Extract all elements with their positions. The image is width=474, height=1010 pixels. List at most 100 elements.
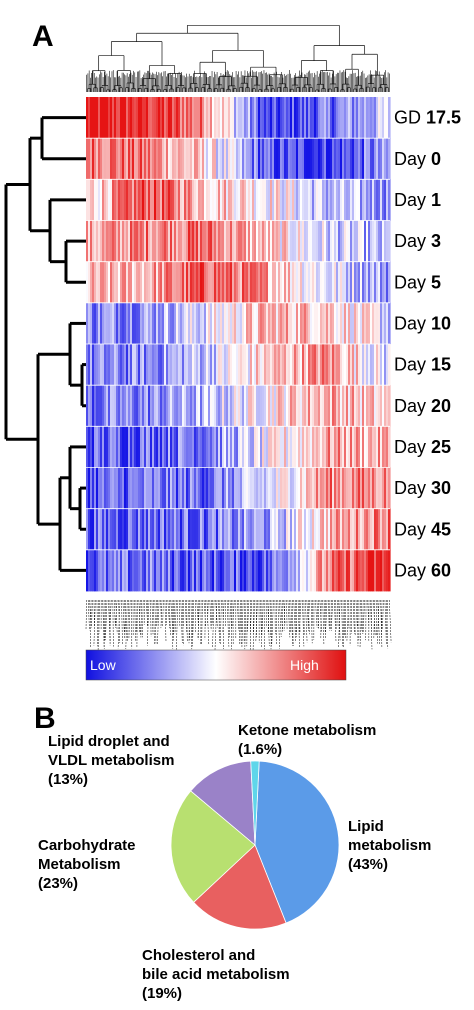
heatmap-cell	[284, 261, 287, 304]
heatmap-cell	[182, 467, 185, 510]
heatmap-cell	[156, 302, 159, 345]
heatmap-cell	[104, 385, 107, 427]
heatmap-cell	[268, 508, 271, 551]
heatmap-cell	[94, 97, 97, 139]
heatmap-cell	[188, 426, 191, 468]
heatmap-cell	[186, 508, 189, 551]
heatmap-cell	[126, 508, 129, 551]
heatmap-cell	[336, 220, 339, 263]
heatmap-cell	[350, 467, 353, 510]
heatmap-cell	[290, 97, 293, 139]
heatmap-cell	[260, 138, 263, 180]
heatmap-cell	[350, 261, 353, 304]
heatmap-cell	[240, 344, 243, 386]
heatmap-cell	[230, 426, 233, 468]
gene-label-mark	[277, 599, 280, 649]
heatmap-cell	[338, 179, 341, 221]
heatmap-cell	[248, 467, 251, 510]
heatmap-cell	[306, 138, 309, 180]
heatmap-cell	[276, 302, 279, 345]
heatmap-cell	[210, 549, 213, 592]
heatmap-cell	[174, 467, 177, 510]
heatmap-cell	[144, 549, 147, 592]
heatmap-cell	[204, 549, 207, 592]
pie-slice	[190, 760, 256, 846]
heatmap-cell	[288, 220, 291, 263]
heatmap-cell	[206, 261, 209, 304]
heatmap-cell	[240, 508, 243, 551]
heatmap-cell	[150, 220, 153, 263]
heatmap-cell	[336, 138, 339, 180]
gene-label-mark	[280, 599, 283, 632]
heatmap-cell	[320, 220, 323, 263]
heatmap-cell	[140, 426, 143, 468]
heatmap-cell	[104, 344, 107, 386]
heatmap-cell	[114, 179, 117, 221]
heatmap-cell	[328, 426, 331, 468]
heatmap-cell	[284, 344, 287, 386]
heatmap-cell	[244, 549, 247, 592]
heatmap-cell	[348, 138, 351, 180]
heatmap-cell	[158, 467, 161, 510]
heatmap-cell	[218, 467, 221, 510]
heatmap-cell	[216, 97, 219, 139]
heatmap-cell	[256, 179, 259, 221]
heatmap-cell	[318, 138, 321, 180]
heatmap-cell	[356, 302, 359, 345]
heatmap-cell	[356, 385, 359, 427]
heatmap-cell	[232, 261, 235, 304]
heatmap-cell	[136, 97, 139, 139]
heatmap-cell	[352, 426, 355, 468]
pie-label-line: VLDL metabolism	[48, 752, 174, 769]
heatmap-row-label: Day 10	[394, 313, 451, 333]
pie-label-line: Metabolism	[38, 856, 121, 873]
row-label-prefix: Day	[394, 231, 431, 251]
heatmap-cell	[332, 508, 335, 551]
heatmap-cell	[342, 302, 345, 345]
heatmap-cell	[282, 426, 285, 468]
heatmap-cell	[120, 261, 123, 304]
heatmap-cell	[312, 138, 315, 180]
heatmap-cell	[226, 508, 229, 551]
heatmap-cell	[324, 97, 327, 139]
heatmap-cell	[188, 261, 191, 304]
heatmap-cell	[150, 97, 153, 139]
heatmap-cell	[116, 220, 119, 263]
gene-label-mark	[93, 599, 96, 646]
heatmap-cell	[244, 467, 247, 510]
heatmap-cell	[342, 179, 345, 221]
heatmap-cell	[112, 97, 115, 139]
heatmap-cell	[354, 220, 357, 263]
heatmap-cell	[92, 385, 95, 427]
heatmap-cell	[256, 220, 259, 263]
heatmap-cell	[124, 261, 127, 304]
heatmap-cell	[388, 344, 391, 386]
heatmap-cell	[386, 344, 389, 386]
pie-label-line: Lipid droplet and	[48, 733, 170, 750]
heatmap-cell	[186, 426, 189, 468]
heatmap-cell	[300, 179, 303, 221]
heatmap-cell	[284, 385, 287, 427]
heatmap-cell	[350, 138, 353, 180]
gene-label-mark	[255, 599, 258, 642]
heatmap-cell	[368, 220, 371, 263]
heatmap-cell	[256, 467, 259, 510]
heatmap-cell	[358, 220, 361, 263]
pie-label-line: bile acid metabolism	[142, 966, 290, 983]
heatmap-cell	[270, 179, 273, 221]
heatmap-cell	[136, 179, 139, 221]
heatmap-cell	[206, 549, 209, 592]
heatmap-cell	[138, 179, 141, 221]
heatmap-cell	[314, 97, 317, 139]
heatmap-cell	[224, 467, 227, 510]
heatmap-cell	[152, 385, 155, 427]
heatmap-cell	[114, 508, 117, 551]
heatmap-cell	[374, 97, 377, 139]
heatmap-cell	[388, 385, 391, 427]
heatmap-cell	[352, 508, 355, 551]
heatmap-cell	[136, 261, 139, 304]
gene-label-mark	[113, 599, 116, 626]
heatmap-cell	[322, 467, 325, 510]
heatmap-cell	[284, 549, 287, 592]
